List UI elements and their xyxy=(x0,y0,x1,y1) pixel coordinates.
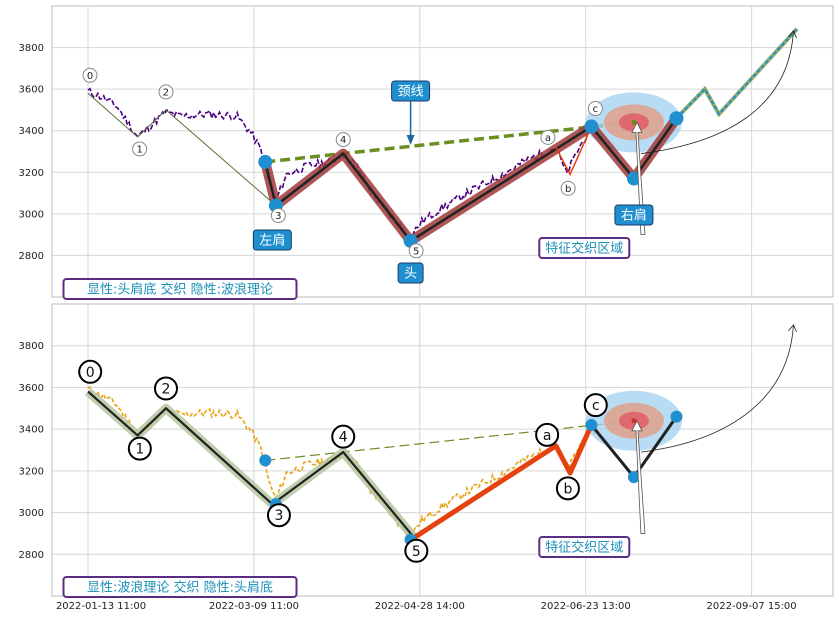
panel-caption: 显性:波浪理论 交织 隐性:头肩底 xyxy=(87,580,273,596)
label-head: 头 xyxy=(404,267,417,282)
wave-label-c: c xyxy=(592,398,600,414)
zone-arrow xyxy=(631,419,646,534)
y-tick-label: 3200 xyxy=(19,466,44,477)
panel-caption-box xyxy=(62,278,298,300)
label-feature-zone: 特征交织区域 xyxy=(545,540,623,556)
x-tick-label: 2022-06-23 13:00 xyxy=(541,601,631,612)
wave-label-1: 1 xyxy=(136,144,142,155)
wave-label-b: b xyxy=(563,481,572,497)
wave-label-4: 4 xyxy=(339,430,348,446)
panel-caption-box xyxy=(62,576,298,598)
y-tick-label: 3800 xyxy=(19,43,44,54)
neckline xyxy=(265,120,635,164)
target-arrowhead xyxy=(788,30,797,39)
wave-label-circle xyxy=(331,424,356,449)
wave-line xyxy=(87,390,415,539)
wave-label-4: 4 xyxy=(340,135,346,146)
y-tick-label: 3600 xyxy=(19,85,44,96)
y-tick-label: 3800 xyxy=(19,341,44,352)
wave-label-circle xyxy=(82,67,98,83)
wave-label-circle xyxy=(540,129,556,145)
wave-label-0: 0 xyxy=(87,71,93,82)
y-tick-label: 3000 xyxy=(19,508,44,519)
y-tick-label: 3400 xyxy=(19,126,44,137)
target-curve xyxy=(640,30,794,154)
pattern-marker xyxy=(258,154,273,169)
plot-area xyxy=(51,303,834,597)
x-tick-label: 2022-01-13 11:00 xyxy=(56,601,146,612)
wave-label-circle xyxy=(555,476,580,501)
wave-label-circle xyxy=(408,243,424,259)
wave-label-circle xyxy=(78,359,103,384)
wave-impulse xyxy=(412,423,594,540)
wave-abc xyxy=(555,126,593,177)
label-left-shoulder: 左肩 xyxy=(259,233,285,249)
wave-label-5: 5 xyxy=(412,544,421,560)
panel-caption: 显性:头肩底 交织 隐性:波浪理论 xyxy=(87,282,273,298)
wave-label-circle xyxy=(587,101,603,117)
chart-panel-2: 2800 3000 3200 3400 3600 3800 0 1 2 3 4 5 a b c 特征交织区域显… xyxy=(19,303,834,598)
y-tick-label: 3200 xyxy=(19,168,44,179)
wave-label-circle xyxy=(535,422,560,447)
wave-label-circle xyxy=(158,84,174,100)
wave-label-3: 3 xyxy=(275,211,281,222)
x-tick-label: 2022-09-07 15:00 xyxy=(707,601,797,612)
label-feature-zone-box xyxy=(538,536,631,558)
feature-zone-center xyxy=(631,418,637,424)
wave-path xyxy=(87,92,277,206)
label-feature-zone: 特征交织区域 xyxy=(545,241,623,257)
pattern-marker xyxy=(669,111,684,126)
y-tick-label: 2800 xyxy=(19,251,44,262)
y-tick-label: 3400 xyxy=(19,425,44,436)
wave-label-c: c xyxy=(593,104,599,115)
wave-label-circle xyxy=(132,141,148,157)
pattern-marker xyxy=(670,410,683,423)
label-head-box xyxy=(397,262,424,284)
feature-zone-center xyxy=(631,119,637,125)
wave-label-circle xyxy=(560,180,576,196)
label-right-shoulder: 右肩 xyxy=(621,208,647,224)
wave-label-b: b xyxy=(565,184,571,195)
wave-label-0: 0 xyxy=(86,365,95,381)
wave-label-5: 5 xyxy=(413,246,419,257)
wave-label-circle xyxy=(127,436,152,461)
pattern-marker xyxy=(584,119,599,134)
pattern-marker xyxy=(627,471,640,484)
label-feature-zone-box xyxy=(538,237,631,259)
price-series xyxy=(87,385,600,538)
wave-label-circle xyxy=(153,376,178,401)
pattern-marker xyxy=(585,418,598,431)
neckline xyxy=(265,420,634,462)
plot-area xyxy=(51,5,834,298)
pattern-marker xyxy=(626,171,641,186)
wave-label-2: 2 xyxy=(163,87,169,98)
x-tick-label: 2022-03-09 11:00 xyxy=(209,601,299,612)
wave-label-circle xyxy=(270,208,286,224)
label-neckline: 颈线 xyxy=(398,85,424,100)
wave-label-circle xyxy=(404,538,429,563)
wave-label-circle xyxy=(335,132,351,148)
wave-label-3: 3 xyxy=(274,508,283,524)
label-left-shoulder-box xyxy=(252,229,292,251)
pattern-marker xyxy=(259,454,272,467)
y-tick-label: 3600 xyxy=(19,383,44,394)
wave-label-circle xyxy=(583,393,608,418)
wave-label-a: a xyxy=(545,133,551,144)
neckline-arrowhead xyxy=(406,135,415,145)
y-tick-label: 2800 xyxy=(19,550,44,561)
wave-label-2: 2 xyxy=(162,381,171,397)
target-arrowhead xyxy=(788,324,797,333)
label-right-shoulder-box xyxy=(614,204,654,226)
wave-label-a: a xyxy=(543,428,552,444)
y-tick-label: 3000 xyxy=(19,209,44,220)
wave-label-circle xyxy=(266,503,291,528)
projection-line xyxy=(675,28,798,119)
x-tick-label: 2022-04-28 14:00 xyxy=(375,601,465,612)
target-curve xyxy=(640,324,794,453)
wave-label-1: 1 xyxy=(135,442,144,458)
